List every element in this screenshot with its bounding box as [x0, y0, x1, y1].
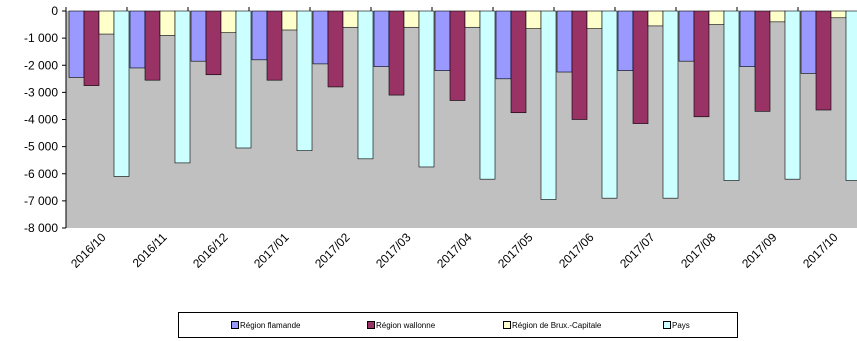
x-tick-label: 2017/05	[495, 230, 536, 271]
x-tick-label: 2016/11	[130, 230, 170, 270]
y-tick-label: -2 000	[24, 58, 58, 72]
legend-item: Région flamande	[231, 313, 300, 337]
legend-item: Région wallonne	[367, 313, 435, 337]
bar-1-2016-10	[68, 10, 85, 78]
legend-label: Pays	[672, 320, 690, 330]
bar-2-2017-07	[632, 10, 649, 124]
bar-4-2017-10	[845, 10, 857, 181]
bar-4-2017-02	[357, 10, 374, 160]
x-tick-label: 2017/02	[312, 230, 353, 271]
bar-3-2016-12	[220, 10, 237, 34]
bar-4-2017-08	[723, 10, 740, 181]
bar-3-2017-09	[769, 10, 786, 23]
legend-swatch	[663, 321, 671, 329]
bar-1-2017-06	[556, 10, 573, 73]
legend-swatch	[503, 321, 511, 329]
bar-2-2017-10	[815, 10, 832, 111]
legend-label: Région wallonne	[376, 320, 436, 330]
bar-2-2016-11	[144, 10, 161, 81]
y-tick-label: -4 000	[24, 113, 58, 127]
bar-3-2017-07	[647, 10, 664, 27]
bar-1-2017-07	[617, 10, 634, 71]
legend-label: Région flamande	[240, 320, 301, 330]
x-tick-label: 2017/01	[251, 230, 292, 271]
bar-1-2017-04	[434, 10, 451, 71]
bar-1-2016-11	[129, 10, 146, 69]
bar-4-2017-05	[540, 10, 557, 200]
bar-3-2016-11	[159, 10, 176, 36]
legend-item: Pays	[663, 313, 690, 337]
bar-2-2017-03	[388, 10, 405, 96]
bar-1-2016-12	[190, 10, 207, 62]
bar-2-2017-06	[571, 10, 588, 120]
bar-1-2017-10	[800, 10, 817, 74]
y-tick-label: -8 000	[24, 221, 58, 235]
bar-4-2016-12	[235, 10, 252, 149]
bar-3-2016-10	[98, 10, 115, 35]
y-tick-label: -1 000	[24, 31, 58, 45]
legend-label: Région de Brux.-Capitale	[512, 320, 602, 330]
bar-2-2017-05	[510, 10, 527, 114]
bar-4-2017-03	[418, 10, 435, 168]
bar-2-2016-10	[83, 10, 100, 86]
bar-1-2017-01	[251, 10, 268, 61]
x-tick-label: 2017/04	[434, 230, 475, 271]
y-tick-label: -3 000	[24, 85, 58, 99]
bar-3-2017-10	[830, 10, 847, 19]
bar-2-2017-08	[693, 10, 710, 118]
legend-swatch	[231, 321, 239, 329]
bar-1-2017-08	[678, 10, 695, 62]
bar-2-2017-09	[754, 10, 771, 112]
bar-1-2017-05	[495, 10, 512, 80]
bar-2-2016-12	[205, 10, 222, 76]
chart-svg: 0 -1 000 -2 000 -3 000 -4 000 -5 000 -6 000 -7 …	[24, 4, 857, 271]
x-tick-label: 2017/10	[800, 230, 841, 271]
x-tick-label: 2016/10	[68, 230, 109, 271]
bar-3-2017-03	[403, 10, 420, 28]
bar-4-2016-11	[174, 10, 191, 164]
y-tick-label: -6 000	[24, 167, 58, 181]
bar-3-2017-05	[525, 10, 542, 29]
bar-4-2017-09	[784, 10, 801, 180]
bar-2-2017-01	[266, 10, 283, 81]
bar-3-2017-01	[281, 10, 298, 31]
x-tick-label: 2017/09	[739, 230, 780, 271]
bar-4-2017-07	[662, 10, 679, 199]
bar-4-2016-10	[113, 10, 130, 177]
bar-4-2017-01	[296, 10, 313, 151]
y-tick-label: -5 000	[24, 140, 58, 154]
legend-item: Région de Brux.-Capitale	[503, 313, 601, 337]
y-tick-label: 0	[51, 4, 58, 18]
bar-4-2017-04	[479, 10, 496, 180]
bar-2-2017-04	[449, 10, 466, 101]
x-tick-label: 2017/07	[617, 230, 658, 271]
bar-3-2017-02	[342, 10, 359, 28]
x-tick-label: 2017/06	[556, 230, 597, 271]
bar-1-2017-03	[373, 10, 390, 67]
x-tick-label: 2016/12	[190, 230, 231, 271]
bar-3-2017-04	[464, 10, 481, 28]
bar-1-2017-09	[739, 10, 756, 67]
x-tick-label: 2017/03	[373, 230, 414, 271]
bar-1-2017-02	[312, 10, 329, 65]
legend-swatch	[367, 321, 375, 329]
x-tick-label: 2017/08	[678, 230, 719, 271]
bar-4-2017-06	[601, 10, 618, 199]
chart-legend: Région flamande Région wallonne Région de …	[178, 312, 738, 338]
y-tick-label: -7 000	[24, 194, 58, 208]
bar-3-2017-06	[586, 10, 603, 29]
bar-3-2017-08	[708, 10, 725, 25]
bar-2-2017-02	[327, 10, 344, 88]
